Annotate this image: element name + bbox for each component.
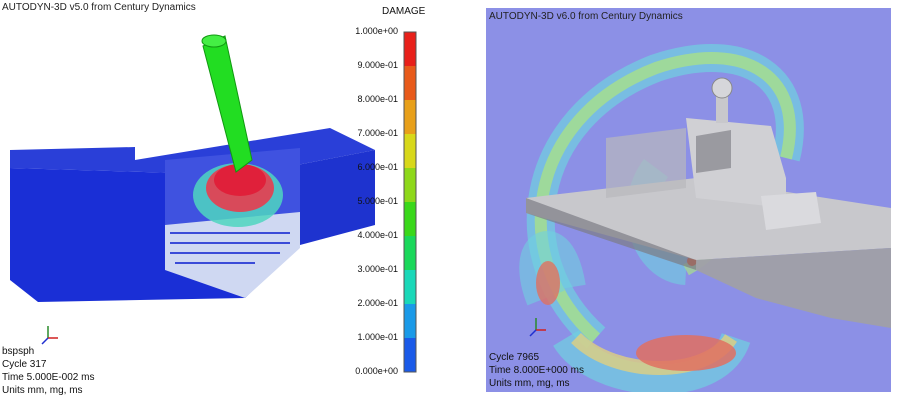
legend-tick-label: 1.000e+00 <box>355 26 398 36</box>
ship-hull-front <box>526 198 696 270</box>
ship-bridge-dark <box>696 130 731 173</box>
colorbar-segment <box>404 32 416 66</box>
legend-tick-label: 3.000e-01 <box>357 264 398 274</box>
ship-hull-side <box>696 248 891 328</box>
left-app-title: AUTODYN-3D v5.0 from Century Dynamics <box>2 2 196 13</box>
legend-tick-label: 8.000e-01 <box>357 94 398 104</box>
right-cycle: Cycle 7965 <box>489 352 540 363</box>
model-name: bspsph <box>2 346 35 357</box>
axis-triad <box>41 326 58 345</box>
left-simulation-view <box>10 31 417 373</box>
colorbar-segment <box>404 270 416 304</box>
legend-tick-label: 6.000e-01 <box>357 162 398 172</box>
legend-tick-label: 7.000e-01 <box>357 128 398 138</box>
colorbar-segment <box>404 134 416 168</box>
ship-radome <box>711 77 733 99</box>
legend-tick-label: 9.000e-01 <box>357 60 398 70</box>
particle-dots <box>170 232 290 264</box>
right-simulation-panel: AUTODYN-3D v6.0 from Century Dynamics <box>486 8 891 392</box>
axis-triad-right <box>529 318 546 337</box>
ship-superstructure <box>606 128 686 198</box>
legend-tick-label: 2.000e-01 <box>357 298 398 308</box>
right-units: Units mm, mg, ms <box>489 378 570 389</box>
legend-title: DAMAGE <box>382 6 426 17</box>
colorbar-segment <box>404 338 416 372</box>
left-time: Time 5.000E-002 ms <box>2 372 95 383</box>
colorbar-segment <box>404 304 416 338</box>
colorbar-segment <box>404 100 416 134</box>
left-units: Units mm, mg, ms <box>2 385 83 396</box>
damage-zone-core <box>214 164 266 196</box>
damage-colorbar <box>403 31 417 373</box>
legend-tick-label: 0.000e+00 <box>355 366 398 376</box>
legend-tick-label: 5.000e-01 <box>357 196 398 206</box>
right-simulation-view <box>519 44 891 392</box>
right-app-title: AUTODYN-3D v6.0 from Century Dynamics <box>489 11 683 22</box>
colorbar-frame <box>403 31 417 373</box>
ship-mast <box>716 93 728 123</box>
right-time: Time 8.000E+000 ms <box>489 365 584 376</box>
colorbar-segment <box>404 202 416 236</box>
hotspot-lower <box>636 335 736 371</box>
projectile-tip <box>201 34 227 48</box>
legend-tick-label: 4.000e-01 <box>357 230 398 240</box>
ship-block <box>761 192 821 230</box>
colorbar-segment <box>404 236 416 270</box>
colorbar-segment <box>404 66 416 100</box>
left-simulation-panel: AUTODYN-3D v5.0 from Century Dynamics <box>0 0 440 400</box>
hotspot-left <box>536 261 560 305</box>
left-cycle: Cycle 317 <box>2 359 47 370</box>
legend-tick-label: 1.000e-01 <box>357 332 398 342</box>
colorbar-segment <box>404 168 416 202</box>
